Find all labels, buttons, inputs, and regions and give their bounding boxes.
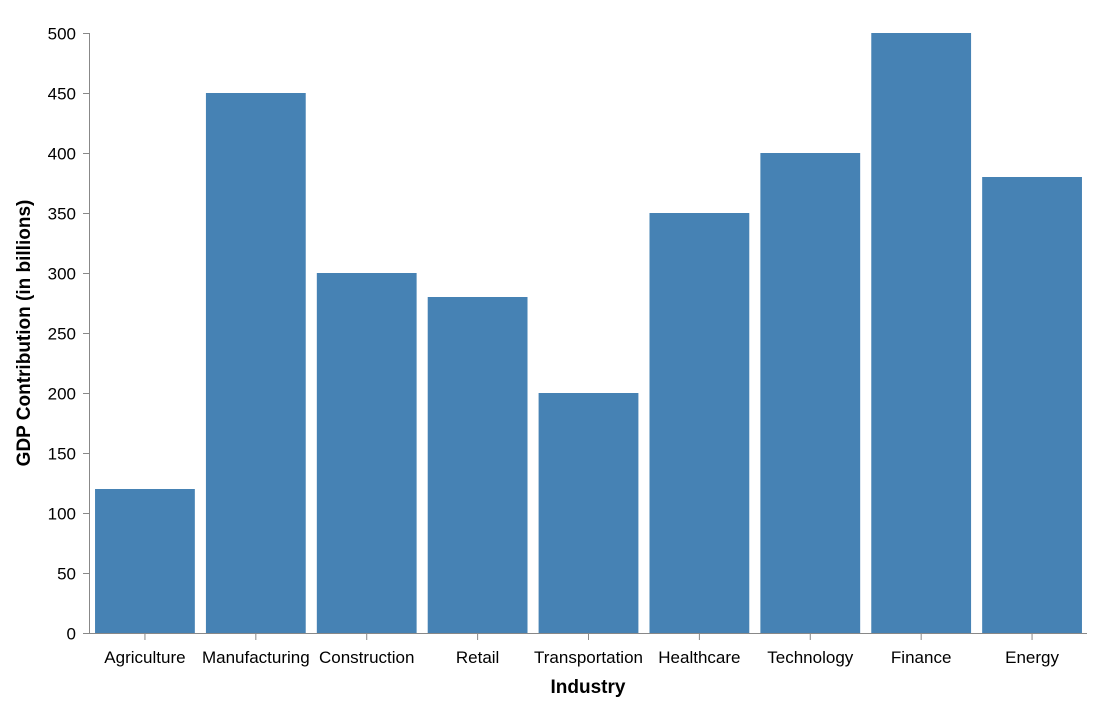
x-tick-label: Manufacturing	[202, 648, 310, 667]
x-tick-label: Healthcare	[658, 648, 740, 667]
x-tick-label: Agriculture	[104, 648, 185, 667]
y-tick-label: 450	[48, 85, 76, 104]
y-tick-label: 100	[48, 505, 76, 524]
bar-transportation	[538, 393, 639, 633]
y-tick-label: 0	[67, 625, 76, 644]
x-tick-label: Technology	[767, 648, 854, 667]
y-tick-label: 500	[48, 25, 76, 44]
x-tick-label: Transportation	[534, 648, 643, 667]
x-tick-label: Energy	[1005, 648, 1059, 667]
x-tick-label: Construction	[319, 648, 414, 667]
bar-technology	[760, 153, 861, 633]
bars-group	[95, 33, 1082, 633]
x-tick-label: Retail	[456, 648, 499, 667]
bar-construction	[316, 273, 417, 633]
bar-manufacturing	[205, 93, 306, 633]
bar-healthcare	[649, 213, 750, 633]
bar-energy	[982, 177, 1082, 633]
x-axis: Agriculture Manufacturing Construction Reta…	[89, 633, 1087, 667]
y-tick-label: 300	[48, 265, 76, 284]
bar-agriculture	[95, 489, 195, 633]
bar-finance	[871, 33, 972, 633]
bar-retail	[427, 297, 528, 633]
y-tick-label: 400	[48, 145, 76, 164]
y-tick-label: 50	[57, 565, 76, 584]
x-axis-title: Industry	[551, 677, 626, 698]
y-tick-label: 250	[48, 325, 76, 344]
x-tick-label: Finance	[891, 648, 951, 667]
y-tick-label: 350	[48, 205, 76, 224]
y-axis-title: GDP Contribution (in billions)	[14, 200, 35, 467]
y-tick-label: 200	[48, 385, 76, 404]
y-axis: 0 50 100 150 200 250 300 350 400 450 500	[48, 25, 90, 644]
y-tick-label: 150	[48, 445, 76, 464]
